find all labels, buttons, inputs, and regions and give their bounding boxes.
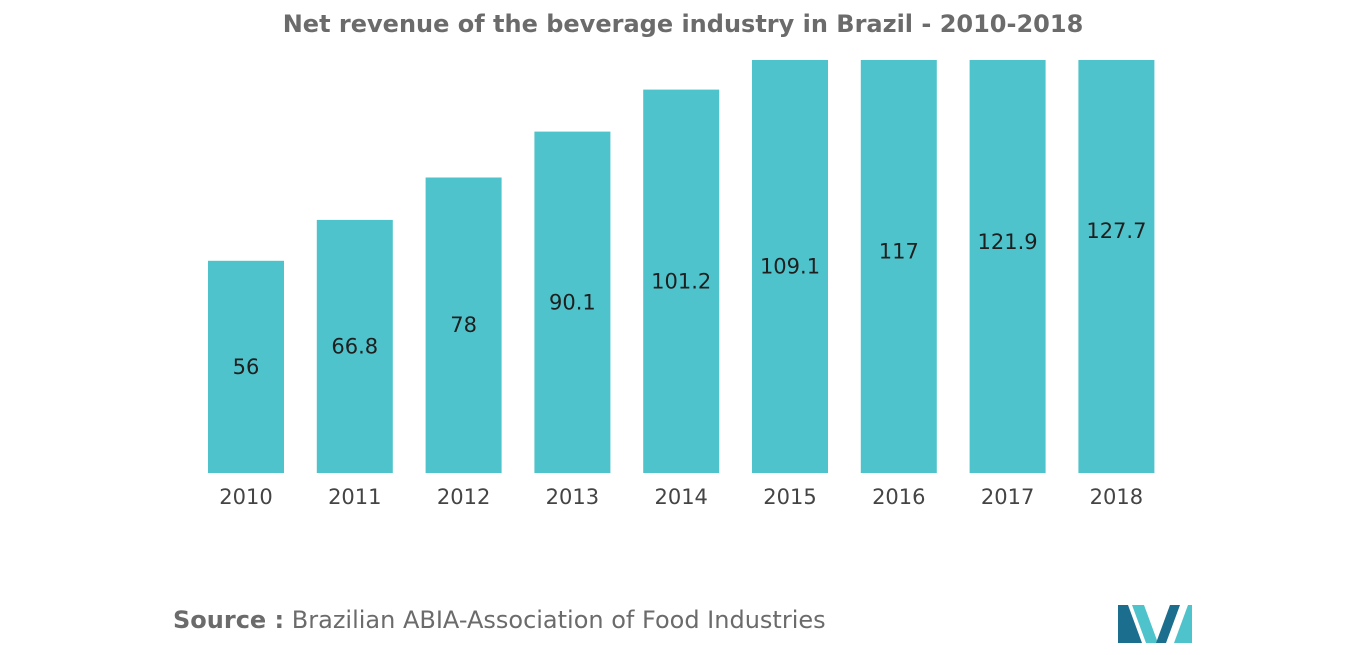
bar-2013 [534, 131, 611, 473]
bars-group [208, 60, 1155, 473]
logo-right-shape-2 [1174, 605, 1192, 643]
bar-value-label-2013: 90.1 [549, 290, 596, 314]
bar-value-label-2015: 109.1 [760, 254, 820, 278]
bar-chart: 56 66.8 78 90.1 101.2 109.1 117 121.9 127.7 2010… [208, 60, 1155, 509]
bar-value-label-2011: 66.8 [331, 334, 378, 358]
bar-value-label-2016: 117 [879, 239, 919, 263]
bar-2017 [969, 60, 1046, 473]
bar-value-label-2014: 101.2 [651, 269, 711, 293]
bar-2014 [643, 89, 720, 473]
source-note: Source : Brazilian ABIA-Association of F… [173, 606, 826, 634]
x-tick-label-2017: 2017 [981, 485, 1034, 509]
bar-value-label-2017: 121.9 [978, 230, 1038, 254]
source-prefix: Source : [173, 606, 285, 634]
logo-left-shape [1118, 605, 1142, 643]
x-tick-label-2012: 2012 [437, 485, 490, 509]
x-tick-label-2018: 2018 [1090, 485, 1143, 509]
bar-2016 [860, 60, 937, 473]
chart-title: Net revenue of the beverage industry in … [282, 10, 1084, 38]
source-text: Brazilian ABIA-Association of Food Indus… [284, 606, 826, 634]
x-tick-label-2014: 2014 [654, 485, 707, 509]
x-tick-label-2011: 2011 [328, 485, 381, 509]
bar-value-label-2010: 56 [233, 355, 260, 379]
bar-2011 [316, 219, 393, 473]
x-tick-label-2016: 2016 [872, 485, 925, 509]
logo-right-shape-1 [1156, 605, 1180, 643]
x-axis-tick-labels: 2010 2011 2012 2013 2014 2015 2016 2017 2018 [219, 485, 1143, 509]
bar-2018 [1078, 60, 1155, 473]
logo-middle-shape [1132, 605, 1158, 643]
x-tick-label-2015: 2015 [763, 485, 816, 509]
bar-2015 [752, 60, 828, 473]
value-labels-group: 56 66.8 78 90.1 101.2 109.1 117 121.9 127.7 [233, 219, 1147, 379]
bar-value-label-2018: 127.7 [1086, 219, 1146, 243]
x-tick-label-2013: 2013 [546, 485, 599, 509]
x-tick-label-2010: 2010 [219, 485, 272, 509]
bar-2010 [208, 260, 284, 473]
mordor-logo-icon [1118, 605, 1192, 643]
bar-2012 [425, 177, 502, 473]
bar-value-label-2012: 78 [450, 313, 477, 337]
